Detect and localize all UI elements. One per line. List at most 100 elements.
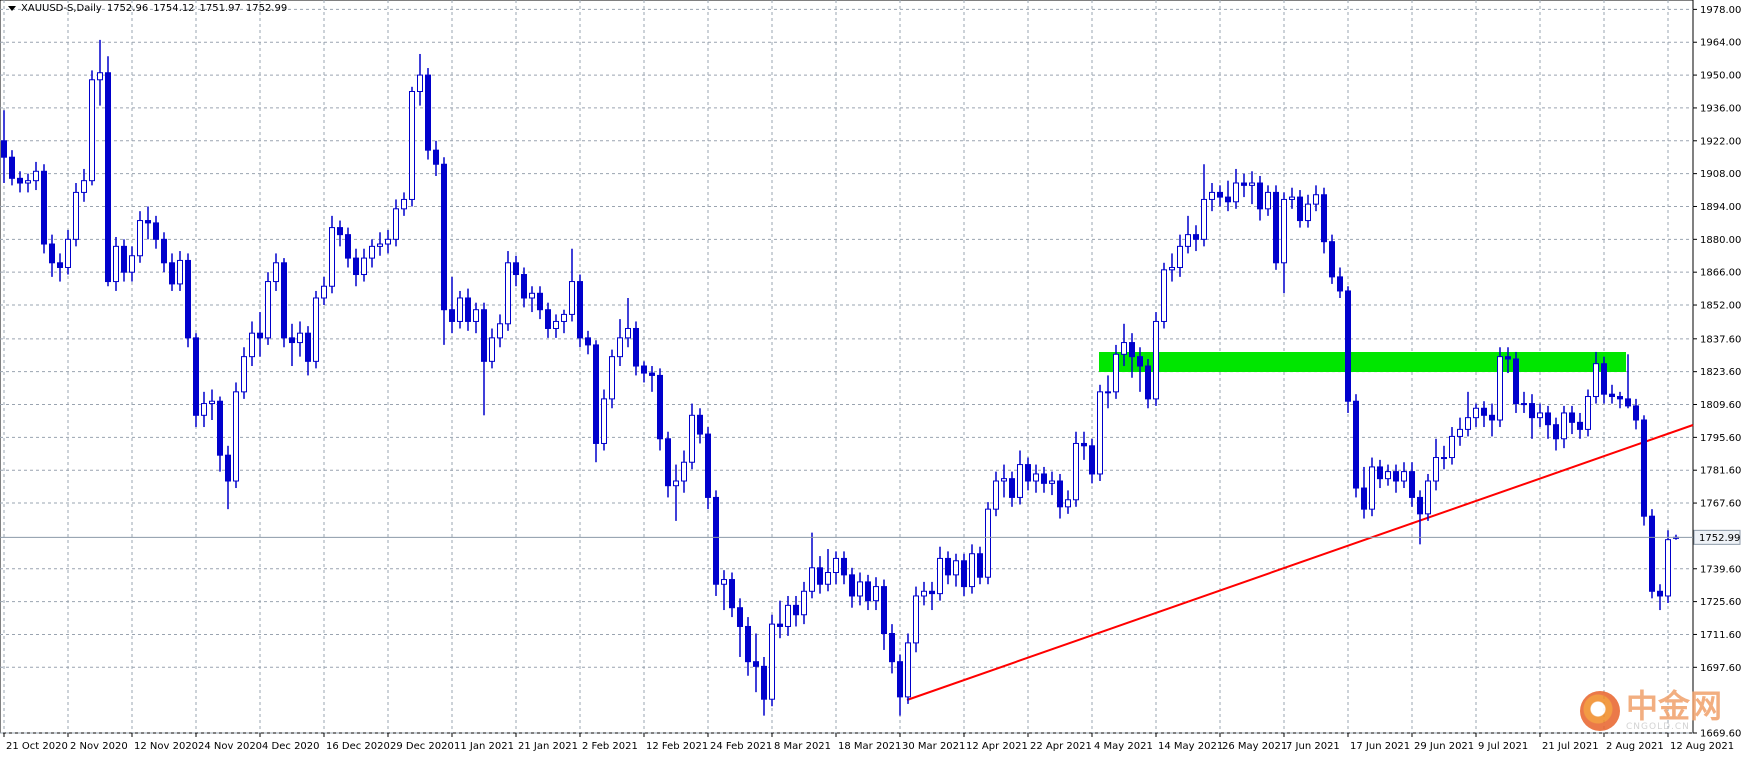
candle-body: [921, 590, 927, 597]
candle-body: [433, 149, 439, 165]
x-tick-label: 4 May 2021: [1094, 741, 1153, 752]
candle-body: [1145, 365, 1151, 400]
candle-body: [1265, 191, 1271, 210]
candle-body: [1505, 356, 1511, 360]
candle-body: [1617, 396, 1623, 400]
candle-body: [857, 581, 863, 597]
candle-body: [1089, 445, 1095, 475]
y-tick-label: 1711.60: [1700, 630, 1741, 641]
candle-body: [241, 356, 247, 393]
candle-body: [1097, 391, 1103, 475]
candle-body: [1473, 407, 1479, 419]
candle-body: [9, 156, 15, 179]
candle-body: [1057, 480, 1063, 508]
candle-body: [281, 262, 287, 339]
x-tick-label: 7 Jun 2021: [1286, 741, 1340, 752]
candle-body: [993, 480, 999, 510]
candle-body: [233, 391, 239, 482]
candle-body: [1465, 417, 1471, 430]
candle-body: [1289, 196, 1295, 200]
candle-body: [449, 309, 455, 322]
x-tick-label: 24 Nov 2020: [198, 741, 262, 752]
x-tick-label: 12 Nov 2020: [134, 741, 198, 752]
candle-body: [1593, 363, 1599, 398]
candle-body: [169, 262, 175, 285]
candle-body: [1417, 496, 1423, 515]
x-tick-label: 12 Aug 2021: [1670, 741, 1734, 752]
x-tick-label: 30 Mar 2021: [902, 741, 965, 752]
candle-body: [777, 623, 783, 627]
candle-body: [609, 356, 615, 400]
candle-body: [1657, 590, 1663, 597]
candle-body: [985, 508, 991, 578]
x-tick-label: 21 Jan 2021: [518, 741, 578, 752]
candle-body: [1433, 457, 1439, 482]
candle-body: [513, 262, 519, 276]
candle-body: [1025, 464, 1031, 482]
candle-body: [1537, 412, 1543, 419]
candle-body: [865, 581, 871, 602]
candle-body: [1281, 198, 1287, 264]
candle-body: [185, 259, 191, 339]
candle-body: [393, 208, 399, 240]
y-tick-label: 1823.60: [1700, 367, 1741, 378]
x-tick-label: 2 Feb 2021: [582, 741, 638, 752]
candle-body: [889, 633, 895, 663]
candle-body: [1329, 241, 1335, 278]
candle-body: [537, 292, 543, 311]
candle-body: [1609, 393, 1615, 398]
candle-body: [313, 297, 319, 362]
candle-body: [929, 590, 935, 595]
candle-body: [265, 281, 271, 339]
y-tick-label: 1795.60: [1700, 433, 1741, 444]
candle-body: [1513, 358, 1519, 405]
candle-body: [1497, 356, 1503, 421]
candle-body: [49, 243, 55, 264]
candle-body: [473, 309, 479, 322]
x-tick-label: 29 Jun 2021: [1414, 741, 1474, 752]
candle-body: [1233, 182, 1239, 203]
candle-body: [1201, 198, 1207, 240]
candle-body: [689, 414, 695, 463]
candle-body: [73, 191, 79, 240]
candle-body: [625, 327, 631, 339]
candle-body: [193, 337, 199, 416]
candle-body: [961, 560, 967, 588]
candle-body: [1409, 471, 1415, 498]
candle-body: [841, 557, 847, 576]
candle-body: [769, 623, 775, 700]
candle-body: [1113, 353, 1119, 393]
x-tick-label: 17 Jun 2021: [1350, 741, 1410, 752]
candle-body: [817, 567, 823, 585]
candle-body: [1121, 342, 1127, 355]
y-tick-label: 1781.60: [1700, 466, 1741, 477]
candle-body: [1441, 457, 1447, 460]
candle-body: [425, 74, 431, 151]
candle-body: [1377, 466, 1383, 480]
candle-body: [297, 332, 303, 344]
y-tick-label: 1978.00: [1700, 5, 1741, 16]
candle-body: [665, 438, 671, 487]
candle-body: [1625, 398, 1631, 407]
x-tick-label: 9 Jul 2021: [1478, 741, 1528, 752]
candle-body: [1313, 194, 1319, 205]
candle-body: [1241, 182, 1247, 186]
candle-body: [633, 327, 639, 367]
candle-body: [785, 604, 791, 627]
candle-body: [17, 177, 23, 184]
candle-body: [1169, 266, 1175, 271]
low: 1751.97: [199, 3, 241, 14]
candle-body: [201, 403, 207, 416]
candle-body: [833, 557, 839, 574]
x-tick-label: 26 May 2021: [1222, 741, 1287, 752]
candle-body: [89, 79, 95, 182]
candle-body: [529, 292, 535, 299]
watermark-site: CNGOLD.CN: [1626, 722, 1690, 732]
candle-body: [729, 579, 735, 609]
candle-body: [905, 642, 911, 698]
candle-body: [1601, 363, 1607, 395]
candle-body: [1177, 245, 1183, 268]
candle-body: [497, 323, 503, 339]
candle-body: [897, 661, 903, 698]
candle-body: [1425, 480, 1431, 515]
